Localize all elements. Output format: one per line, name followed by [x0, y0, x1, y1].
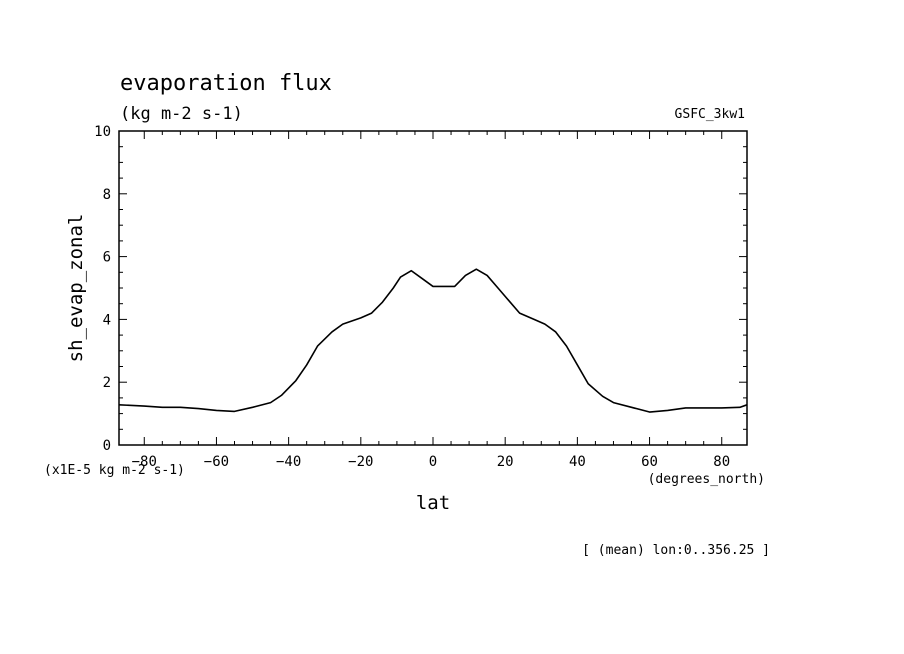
chart-subtitle: (kg m-2 s-1): [120, 104, 243, 124]
dataset-label: GSFC_3kw1: [675, 107, 745, 122]
x-tick-label: 60: [641, 454, 658, 470]
x-axis-label: lat: [416, 492, 450, 514]
y-tick-label: 4: [103, 312, 111, 328]
x-tick-label: −40: [276, 454, 301, 470]
x-unit-note: (degrees_north): [648, 472, 765, 487]
y-tick-label: 10: [94, 124, 111, 140]
x-tick-label: −20: [348, 454, 373, 470]
x-tick-label: 0: [429, 454, 437, 470]
x-tick-labels: −80 −60 −40 −20 0 20 40 60 80: [132, 454, 731, 470]
chart-title: evaporation flux: [120, 71, 332, 96]
x-tick-label: 80: [713, 454, 730, 470]
y-tick-label: 0: [103, 438, 111, 454]
y-tick-label: 6: [103, 250, 111, 266]
x-tick-label: −60: [204, 454, 229, 470]
averaging-note: [ (mean) lon:0..356.25 ]: [582, 543, 770, 558]
plot-frame: [118, 130, 748, 446]
y-tick-label: 2: [103, 375, 111, 391]
y-tick-label: 8: [103, 187, 111, 203]
y-axis-ticks: [119, 130, 747, 446]
y-axis-label: sh_evap_zonal: [65, 214, 87, 363]
series-line: [118, 268, 748, 413]
y-scale-note: (x1E-5 kg m-2 s-1): [44, 463, 185, 478]
x-tick-label: 20: [497, 454, 514, 470]
x-tick-label: −80: [132, 454, 157, 470]
x-tick-label: 40: [569, 454, 586, 470]
y-tick-labels: 0 2 4 6 8 10: [94, 124, 111, 454]
x-axis-ticks: [143, 131, 723, 445]
